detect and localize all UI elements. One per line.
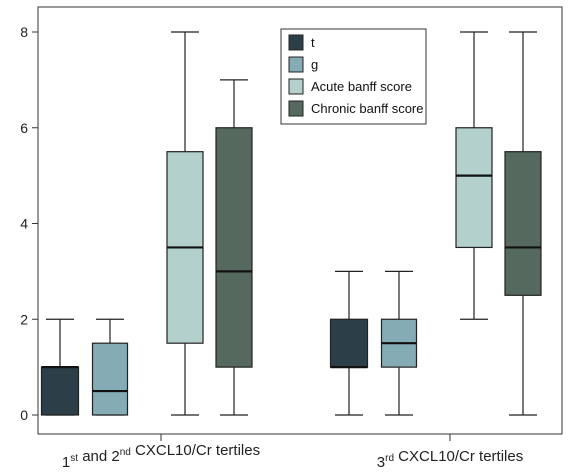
axes: 0 2 4 6 8 xyxy=(20,6,563,435)
legend-swatch xyxy=(288,78,304,95)
legend-label: t xyxy=(311,35,315,50)
legend-box xyxy=(280,28,427,125)
y-tick-label: 2 xyxy=(20,311,28,327)
iqr-box xyxy=(91,342,129,416)
category-label-sup: rd xyxy=(385,453,394,464)
iqr-box xyxy=(504,151,542,296)
box-acute-banff-score-1 xyxy=(166,31,204,416)
box-series xyxy=(40,31,542,416)
iqr-box xyxy=(455,127,493,249)
box-acute-banff-score-2 xyxy=(455,31,493,320)
category-label-sup: nd xyxy=(120,447,131,458)
box-g-2 xyxy=(380,270,418,416)
iqr-box xyxy=(329,318,369,368)
category-label-part: CXCL10/Cr tertiles xyxy=(394,448,523,465)
iqr-box xyxy=(40,366,80,416)
category-label: 1st and 2nd CXCL10/Cr tertiles xyxy=(62,442,260,471)
legend-label: g xyxy=(311,57,318,72)
box-t-1 xyxy=(40,318,80,416)
category-label-part: CXCL10/Cr tertiles xyxy=(131,442,260,459)
box-g-1 xyxy=(91,318,129,416)
plot-frame xyxy=(37,6,563,435)
legend-swatch xyxy=(288,100,304,117)
y-tick-label: 0 xyxy=(20,407,28,423)
legend-label: Acute banff score xyxy=(311,79,412,94)
category-label: 3rd CXCL10/Cr tertiles xyxy=(377,448,523,471)
box-chronic-banff-score-2 xyxy=(504,31,542,416)
legend-label: Chronic banff score xyxy=(311,101,424,116)
category-label-part: and 2 xyxy=(78,448,120,465)
y-tick-label: 6 xyxy=(20,120,28,136)
y-tick-label: 4 xyxy=(20,216,28,232)
box-t-2 xyxy=(329,270,369,416)
box-chronic-banff-score-1 xyxy=(215,79,253,416)
legend-swatch xyxy=(288,34,304,51)
legend: tg Acute banff score Chronic banff score xyxy=(280,28,427,125)
category-label-sup: st xyxy=(70,453,78,464)
category-label-part: 3 xyxy=(377,454,385,471)
legend-swatch xyxy=(288,56,304,73)
iqr-box xyxy=(215,127,253,368)
category-label-part: 1 xyxy=(62,454,70,471)
y-tick-label: 8 xyxy=(20,24,28,40)
